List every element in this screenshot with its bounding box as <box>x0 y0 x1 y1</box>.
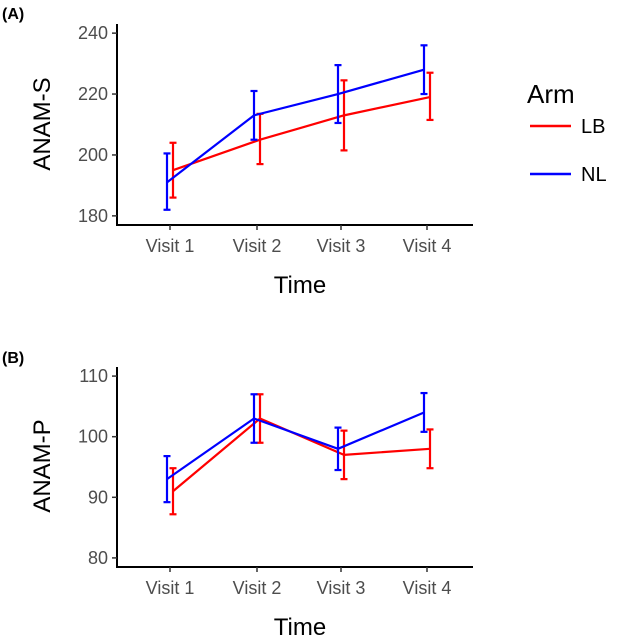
panel-a-marks <box>163 44 434 211</box>
panel-b-y-tick-label: 80 <box>88 548 108 568</box>
panel-a-ticks: 180 200 220 240 Visit 1 Visit 2 Visit 3 Visit 4 <box>78 23 451 256</box>
panel-b-x-tick-label: Visit 4 <box>403 578 452 598</box>
panel-a-label: (A) <box>2 6 24 23</box>
panel-b-y-tick-label: 110 <box>79 366 108 386</box>
panel-a-y-tick-label: 220 <box>78 84 108 104</box>
panel-a-axes <box>116 24 473 226</box>
panel-a: (A) ANAM-S Time 180 200 220 240 Visit 1 Visit… <box>2 6 473 299</box>
panel-a-x-tick-label: Visit 3 <box>317 236 366 256</box>
legend-title: Arm <box>527 79 575 109</box>
panel-a-x-tick-label: Visit 1 <box>146 236 195 256</box>
panel-a-y-tick-label: 240 <box>78 23 108 43</box>
panel-b-x-tick-label: Visit 1 <box>146 578 195 598</box>
panel-b-label: (B) <box>2 350 24 367</box>
panel-b-y-axis-title: ANAM-P <box>29 419 56 512</box>
panel-b-y-tick-label: 90 <box>88 487 108 507</box>
panel-b-x-tick-label: Visit 2 <box>233 578 282 598</box>
panel-a-series-nl-line <box>166 68 425 184</box>
panel-b-series-nl-line <box>166 411 425 481</box>
legend: Arm LB NL <box>527 79 607 186</box>
panel-a-x-tick-label: Visit 4 <box>403 236 452 256</box>
panel-a-x-axis-title: Time <box>274 272 326 299</box>
legend-label-lb: LB <box>581 116 605 138</box>
panel-a-y-axis-title: ANAM-S <box>29 77 56 170</box>
panel-b-y-tick-label: 100 <box>78 427 108 447</box>
panel-b-ticks: 80 90 100 110 Visit 1 Visit 2 Visit 3 Visit 4 <box>78 366 451 598</box>
panel-a-series-lb-line <box>172 96 431 172</box>
panel-b-marks <box>163 391 434 516</box>
panel-a-y-tick-label: 180 <box>78 206 108 226</box>
panel-b-axes <box>116 367 473 568</box>
panel-b-series-lb-line <box>172 417 431 493</box>
panel-a-x-tick-label: Visit 2 <box>233 236 282 256</box>
panel-b-x-axis-title: Time <box>274 614 326 641</box>
panel-b: (B) ANAM-P Time 80 90 100 110 Visit 1 Visit 2… <box>2 350 473 641</box>
panel-a-y-tick-label: 200 <box>78 145 108 165</box>
panel-b-x-tick-label: Visit 3 <box>317 578 366 598</box>
legend-label-nl: NL <box>581 164 607 186</box>
